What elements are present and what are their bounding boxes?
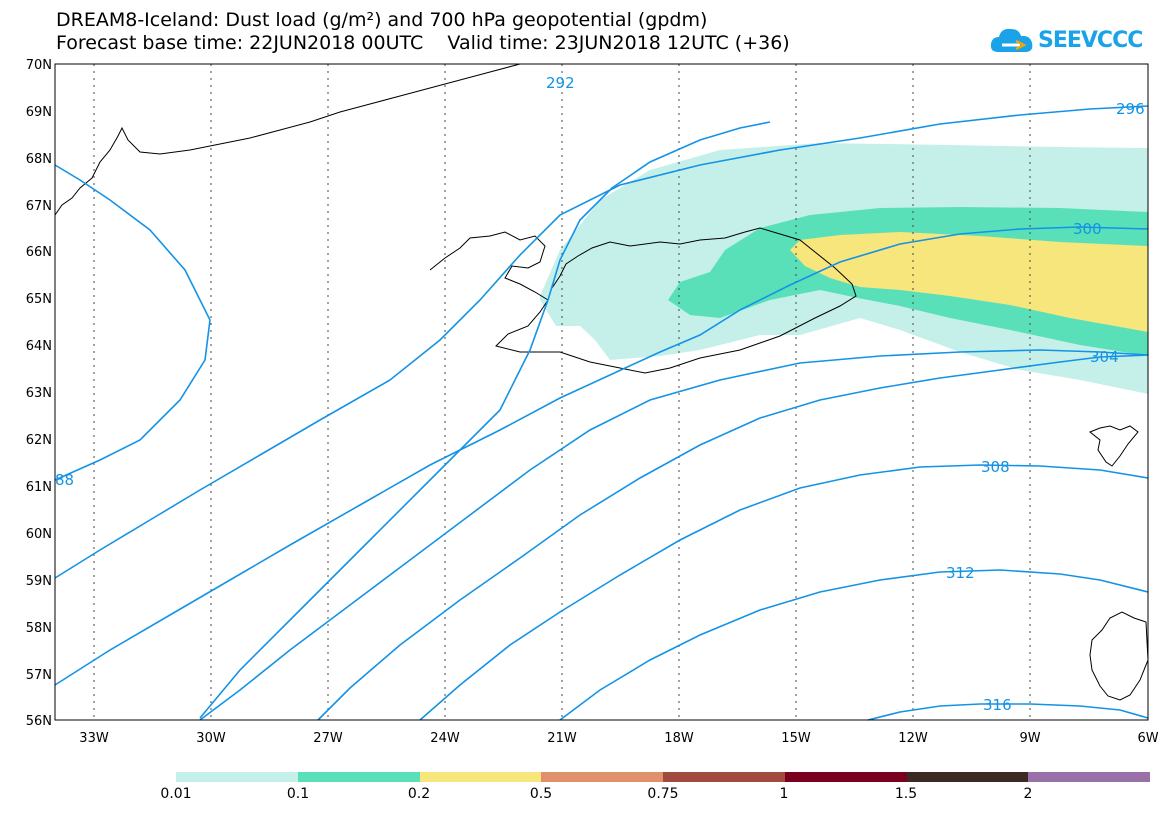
map-title: DREAM8-Iceland: Dust load (g/m²) and 700…	[56, 9, 708, 31]
lon-label: 27W	[313, 731, 343, 746]
lon-label: 12W	[898, 731, 928, 746]
contour-304	[199, 349, 1149, 721]
legend-label: 0.01	[160, 786, 192, 802]
lat-label: 65N	[26, 292, 52, 307]
lon-label: 6W	[1137, 731, 1158, 746]
lat-label: 67N	[26, 199, 52, 214]
legend-swatch	[663, 772, 785, 782]
legend-swatch	[419, 772, 542, 782]
lat-label: 60N	[26, 527, 52, 542]
lat-label: 68N	[26, 152, 52, 167]
contour-312	[559, 569, 1149, 721]
contour-88-west	[54, 164, 211, 481]
coastlines	[54, 63, 1149, 701]
greenland-coastline	[54, 63, 521, 216]
faroe-coastline	[1089, 425, 1139, 467]
contour-296	[54, 105, 1149, 579]
lat-label: 57N	[26, 668, 52, 683]
contour-label: 308	[981, 458, 1010, 476]
legend-label: 0.1	[286, 786, 310, 802]
lat-label: 66N	[26, 245, 52, 260]
lat-label: 59N	[26, 574, 52, 589]
map-frame	[54, 63, 1149, 721]
legend-label: 0.2	[407, 786, 431, 802]
legend-swatch	[176, 772, 298, 782]
lon-label: 21W	[547, 731, 577, 746]
lon-label: 15W	[781, 731, 811, 746]
lat-label: 56N	[26, 714, 52, 729]
contour-label: 88	[55, 471, 74, 489]
contour-labels: 292 296 300 304 308 312 316 88	[55, 74, 1145, 714]
logo-text: SEEVCCC	[1038, 28, 1143, 53]
scotland-coastline	[1089, 611, 1149, 701]
lon-label: 33W	[79, 731, 109, 746]
contour-316	[867, 703, 1149, 721]
lat-label: 64N	[26, 339, 52, 354]
lat-label: 58N	[26, 621, 52, 636]
lon-label: 24W	[430, 731, 460, 746]
lat-label: 61N	[26, 480, 52, 495]
lat-label: 70N	[26, 58, 52, 73]
legend-label: 2	[1023, 786, 1033, 802]
cloud-icon	[990, 28, 1033, 52]
legend-label: 1	[779, 786, 789, 802]
map-subtitle: Forecast base time: 22JUN2018 00UTC Vali…	[56, 32, 790, 54]
contour-292	[199, 121, 771, 719]
legend-swatch	[541, 772, 663, 782]
contour-label: 304	[1090, 348, 1119, 366]
legend-label: 0.5	[529, 786, 553, 802]
longitude-labels: 33W 30W 27W 24W 21W 18W 15W 12W 9W 6W	[79, 731, 1158, 746]
contour-label: 300	[1073, 220, 1102, 238]
contour-label: 296	[1116, 100, 1145, 118]
lon-label: 30W	[196, 731, 226, 746]
contour-label: 316	[983, 696, 1012, 714]
lon-label: 9W	[1019, 731, 1040, 746]
contour-label: 292	[546, 74, 575, 92]
contour-300	[54, 226, 1149, 686]
contour-304-main	[317, 354, 1149, 721]
lon-label: 18W	[664, 731, 694, 746]
seevccc-logo: SEEVCCC	[988, 24, 1158, 58]
legend-label: 0.75	[647, 786, 679, 802]
legend-swatch	[1028, 772, 1150, 782]
legend-swatch	[784, 772, 907, 782]
legend-swatch	[297, 772, 420, 782]
latitude-labels: 70N 69N 68N 67N 66N 65N 64N 63N 62N 61N …	[26, 58, 52, 729]
contour-308-main	[419, 464, 1149, 721]
lat-label: 63N	[26, 386, 52, 401]
iceland-coastline	[429, 227, 857, 374]
legend-swatch	[906, 772, 1029, 782]
dust-area-0.2	[790, 232, 1148, 332]
lat-label: 69N	[26, 105, 52, 120]
contour-label: 312	[946, 564, 975, 582]
color-legend	[176, 772, 1150, 782]
lat-label: 62N	[26, 433, 52, 448]
legend-label: 1.5	[894, 786, 918, 802]
geopotential-contours	[54, 105, 1149, 721]
